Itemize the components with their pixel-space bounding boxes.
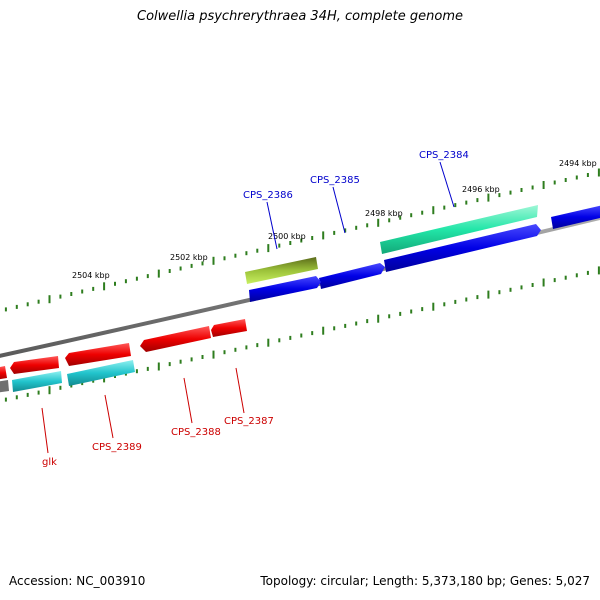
forward-cds-cps-2384[interactable] [384, 224, 541, 272]
gene-label-cps-2385: CPS_2385 [310, 175, 360, 186]
gene-label-glk: glk [42, 457, 57, 468]
forward-rna-feature-cps-2384[interactable] [380, 205, 538, 254]
reverse-cds-cps-2389[interactable] [65, 343, 131, 366]
scale-label-2498: 2498 kbp [365, 209, 403, 218]
forward-cds-cps-2386[interactable] [249, 276, 321, 302]
scale-label-2504: 2504 kbp [72, 271, 110, 280]
reverse-leader-lines [41, 367, 245, 454]
forward-leader-lines [266, 161, 455, 250]
reverse-rna-feature-cps-2389[interactable] [67, 360, 135, 386]
scale-label-2500: 2500 kbp [268, 232, 306, 241]
reverse-cds-cps-2387[interactable] [211, 319, 247, 337]
outer-tick-ring [4, 168, 600, 312]
reverse-cds-partial[interactable] [0, 366, 7, 380]
scale-label-2496: 2496 kbp [462, 185, 500, 194]
reverse-cds-glk[interactable] [10, 356, 59, 374]
forward-cds-cps-2385[interactable] [319, 263, 385, 289]
accession-text: Accession: NC_003910 [9, 574, 146, 588]
gene-label-cps-2386: CPS_2386 [243, 190, 293, 201]
forward-cds-cps-2383[interactable] [551, 205, 600, 229]
gene-label-cps-2387: CPS_2387 [224, 416, 274, 427]
backbone-stub [0, 380, 9, 393]
reverse-rna-feature-glk[interactable] [12, 371, 62, 392]
olive-feature-cps-2386[interactable] [245, 257, 318, 284]
scale-label-2494: 2494 kbp [559, 159, 597, 168]
reverse-cds-cps-2388[interactable] [140, 326, 211, 352]
gene-label-cps-2388: CPS_2388 [171, 427, 221, 438]
topology-text: Topology: circular; Length: 5,373,180 bp… [260, 574, 590, 588]
map-title: Colwellia psychrerythraea 34H, complete … [137, 9, 463, 24]
reverse-strand-features [0, 319, 247, 393]
forward-strand-features [245, 205, 600, 302]
gene-label-cps-2389: CPS_2389 [92, 442, 142, 453]
inner-tick-ring [4, 266, 600, 402]
scale-label-2502: 2502 kbp [170, 253, 208, 262]
gene-label-cps-2384: CPS_2384 [419, 150, 469, 161]
